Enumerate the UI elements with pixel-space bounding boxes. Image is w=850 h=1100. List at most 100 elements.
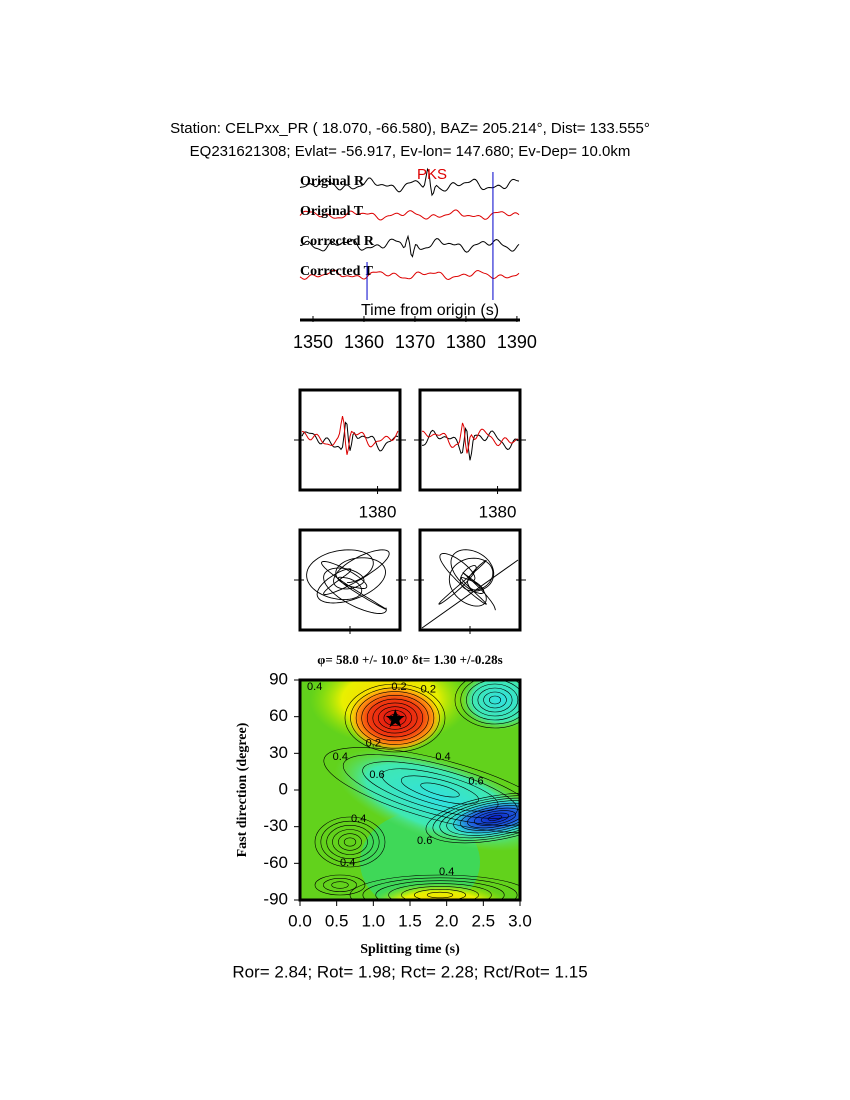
contour-label: 0.4 bbox=[333, 751, 348, 763]
x-axis-label: Splitting time (s) bbox=[360, 942, 460, 957]
contour-line bbox=[400, 775, 480, 805]
contour-label: 0.2 bbox=[421, 684, 436, 696]
contour-label: 0.6 bbox=[369, 769, 384, 781]
contour-line bbox=[453, 802, 520, 834]
x-tick-label: 1380 bbox=[479, 502, 517, 521]
x-tick-label: 3.0 bbox=[508, 911, 532, 930]
contour-line bbox=[446, 800, 520, 836]
trace-label: Corrected R bbox=[300, 234, 375, 249]
x-tick-label: 1380 bbox=[446, 332, 486, 352]
y-tick-label: -90 bbox=[263, 889, 288, 908]
window-trace bbox=[421, 427, 519, 461]
contour-line bbox=[466, 680, 520, 721]
contour-line bbox=[439, 797, 520, 839]
waveform-trace bbox=[299, 269, 520, 281]
contour-line bbox=[425, 792, 520, 844]
best-fit-star bbox=[385, 709, 405, 728]
waveform-trace bbox=[299, 234, 520, 258]
contour-line bbox=[454, 680, 520, 729]
window-trace bbox=[301, 415, 399, 455]
contour-line bbox=[381, 768, 499, 812]
contour-label: 0.2 bbox=[391, 681, 406, 693]
misfit-region bbox=[371, 883, 509, 900]
contour-label: 0.4 bbox=[351, 813, 366, 825]
contour-label: 0.6 bbox=[468, 775, 483, 787]
contour-line bbox=[420, 782, 460, 798]
y-axis-label: Fast direction (degree) bbox=[235, 722, 250, 857]
contour-line bbox=[401, 886, 479, 900]
contour-line bbox=[323, 747, 520, 833]
contour-line bbox=[487, 815, 503, 821]
contour-line bbox=[320, 820, 380, 864]
contour-line bbox=[460, 680, 520, 725]
header-line: Station: CELPxx_PR ( 18.070, -66.580), B… bbox=[170, 120, 650, 137]
x-tick-label: 1380 bbox=[359, 502, 397, 521]
panel-frame bbox=[298, 528, 402, 632]
contour-line bbox=[477, 687, 513, 713]
y-tick-label: 0 bbox=[279, 779, 288, 798]
contour-line bbox=[471, 683, 519, 717]
contour-line bbox=[432, 795, 520, 841]
x-tick-label: 1370 bbox=[395, 332, 435, 352]
particle-line bbox=[421, 559, 519, 629]
contour-line bbox=[349, 874, 520, 900]
contour-line bbox=[460, 805, 520, 831]
contour-line bbox=[480, 812, 510, 824]
x-axis-label: Time from origin (s) bbox=[361, 302, 499, 319]
x-tick-label: 0.5 bbox=[325, 911, 349, 930]
waveform-trace bbox=[299, 167, 520, 197]
contour-line bbox=[326, 825, 374, 859]
x-tick-label: 2.5 bbox=[472, 911, 496, 930]
particle-motion bbox=[306, 549, 390, 614]
contour-line bbox=[338, 833, 362, 851]
contour-line bbox=[350, 687, 440, 749]
contour-label: 0.4 bbox=[435, 751, 450, 763]
contour-label: 0.6 bbox=[417, 835, 432, 847]
contour-line bbox=[483, 691, 507, 709]
contour-line bbox=[426, 891, 454, 899]
contour-line bbox=[378, 706, 412, 730]
phase-label: PKS bbox=[417, 166, 447, 183]
misfit-map: 0.4 0.2 0.2 0.2 0.4 0.4 0.6 0.6 0.4 0.6 0.4 0.4 bbox=[300, 680, 520, 900]
contour-line bbox=[323, 878, 357, 892]
contour-line bbox=[473, 810, 517, 826]
contour-line bbox=[375, 880, 505, 900]
particle-motion bbox=[438, 549, 496, 611]
contour-label: 0.2 bbox=[366, 737, 381, 749]
contour-line bbox=[344, 683, 446, 753]
x-tick-label: 1.0 bbox=[362, 911, 386, 930]
x-tick-label: 1360 bbox=[344, 332, 384, 352]
trace-label: Corrected T bbox=[300, 264, 374, 279]
contour-line bbox=[362, 761, 518, 819]
header-line: EQ231621308; Evlat= -56.917, Ev-lon= 147… bbox=[190, 143, 631, 160]
contour-line bbox=[413, 888, 467, 900]
x-tick-label: 0.0 bbox=[288, 911, 312, 930]
map-title: φ= 58.0 +/- 10.0° δt= 1.30 +/-0.28s bbox=[317, 652, 502, 667]
y-tick-label: -30 bbox=[263, 816, 288, 835]
contour-line bbox=[331, 881, 349, 889]
footer: Ror= 2.84; Rot= 1.98; Rct= 2.28; Rct/Rot… bbox=[232, 962, 587, 981]
contour-line bbox=[314, 816, 386, 868]
window-trace bbox=[421, 422, 519, 454]
contour-line bbox=[342, 754, 520, 826]
x-tick-label: 1.5 bbox=[398, 911, 422, 930]
contour-label: 0.4 bbox=[439, 866, 454, 878]
x-tick-label: 1350 bbox=[293, 332, 333, 352]
contour-line bbox=[332, 829, 368, 855]
contour-label: 0.4 bbox=[307, 681, 322, 693]
misfit-region bbox=[440, 796, 520, 840]
contour-line bbox=[361, 695, 429, 741]
x-tick-label: 2.0 bbox=[435, 911, 459, 930]
contour-line bbox=[314, 874, 366, 896]
contour-line bbox=[355, 691, 435, 745]
y-tick-label: 90 bbox=[269, 669, 288, 688]
x-tick-label: 1390 bbox=[497, 332, 537, 352]
contour-line bbox=[366, 698, 424, 738]
y-tick-label: 60 bbox=[269, 706, 288, 725]
y-tick-label: 30 bbox=[269, 743, 288, 762]
waveform-trace bbox=[299, 209, 520, 221]
contour-line bbox=[388, 883, 492, 900]
contour-label: 0.4 bbox=[340, 857, 355, 869]
